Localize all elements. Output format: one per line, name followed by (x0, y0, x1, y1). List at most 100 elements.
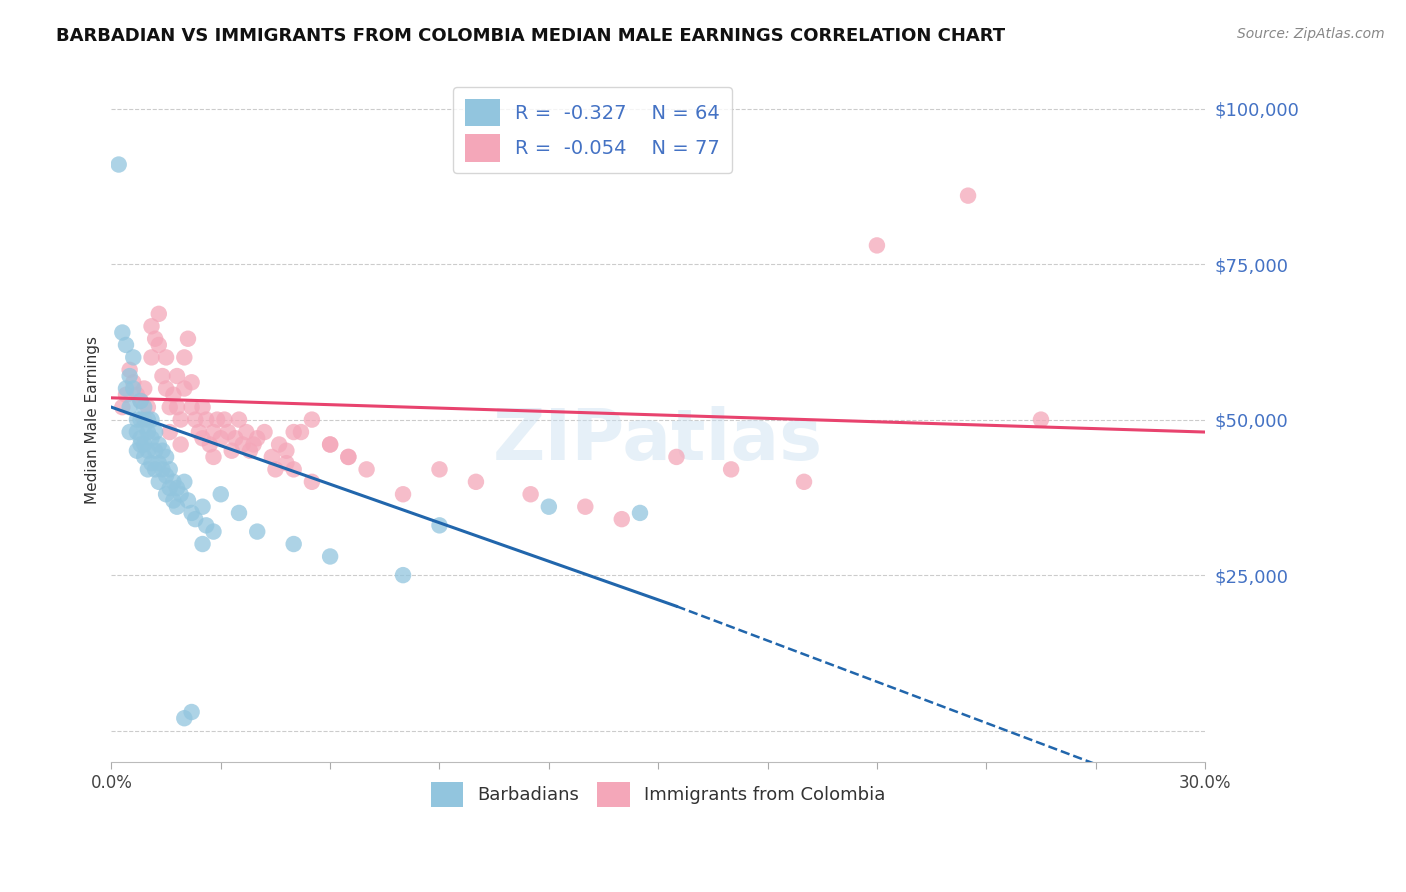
Point (136, 443, 159, 458)
Point (143, 332, 166, 346)
Point (866, 238, 889, 252)
Point (134, 437, 156, 451)
Point (125, 412, 148, 426)
Point (957, 188, 980, 202)
Point (118, 425, 141, 439)
Point (283, 537, 305, 551)
Point (143, 443, 166, 458)
Point (134, 418, 156, 433)
Point (246, 431, 269, 445)
Point (319, 549, 342, 564)
Point (170, 437, 193, 451)
Point (209, 487, 232, 501)
Point (148, 338, 170, 352)
Point (301, 412, 323, 426)
Point (129, 437, 152, 451)
Point (191, 537, 214, 551)
Point (159, 462, 181, 476)
Point (155, 450, 177, 464)
Legend: Barbadians, Immigrants from Colombia: Barbadians, Immigrants from Colombia (423, 774, 893, 814)
Point (129, 412, 152, 426)
Point (235, 425, 257, 439)
Point (173, 711, 195, 725)
Point (115, 388, 138, 402)
Point (191, 431, 214, 445)
Point (173, 382, 195, 396)
Point (392, 568, 415, 582)
Point (246, 524, 269, 539)
Point (134, 400, 156, 414)
Point (224, 431, 246, 445)
Point (155, 487, 177, 501)
Point (122, 382, 145, 396)
Point (191, 400, 214, 414)
Point (198, 437, 221, 451)
Point (134, 412, 156, 426)
Point (155, 468, 177, 483)
Point (184, 412, 207, 426)
Point (134, 450, 156, 464)
Point (180, 376, 202, 390)
Point (111, 400, 134, 414)
Point (134, 382, 156, 396)
Point (118, 369, 141, 384)
Point (301, 475, 323, 489)
Point (283, 425, 305, 439)
Point (1029, 412, 1052, 426)
Point (628, 506, 651, 520)
Point (610, 512, 633, 526)
Point (136, 425, 159, 439)
Point (177, 493, 200, 508)
Point (166, 481, 188, 495)
Point (118, 400, 141, 414)
Y-axis label: Median Male Earnings: Median Male Earnings (86, 335, 100, 504)
Point (166, 500, 188, 514)
Point (195, 412, 218, 426)
Point (429, 518, 451, 533)
Point (228, 412, 250, 426)
Point (221, 443, 243, 458)
Point (166, 369, 188, 384)
Point (356, 462, 378, 476)
Point (148, 456, 170, 470)
Point (170, 487, 193, 501)
Point (187, 425, 209, 439)
Point (665, 450, 688, 464)
Point (159, 400, 181, 414)
Point (392, 487, 415, 501)
Point (141, 412, 163, 426)
Point (209, 431, 232, 445)
Point (214, 412, 236, 426)
Point (136, 400, 159, 414)
Point (232, 437, 254, 451)
Point (337, 450, 360, 464)
Point (155, 382, 177, 396)
Point (148, 437, 170, 451)
Point (162, 475, 184, 489)
Point (195, 518, 218, 533)
Point (519, 487, 541, 501)
Point (141, 319, 163, 334)
Point (202, 450, 225, 464)
Point (574, 500, 596, 514)
Point (283, 462, 305, 476)
Point (793, 475, 815, 489)
Point (202, 425, 225, 439)
Text: BARBADIAN VS IMMIGRANTS FROM COLOMBIA MEDIAN MALE EARNINGS CORRELATION CHART: BARBADIAN VS IMMIGRANTS FROM COLOMBIA ME… (56, 27, 1005, 45)
Point (125, 443, 148, 458)
Point (136, 462, 159, 476)
Point (290, 425, 312, 439)
Point (122, 376, 145, 390)
Point (429, 462, 451, 476)
Point (159, 481, 181, 495)
Point (148, 307, 170, 321)
Point (111, 326, 134, 340)
Point (205, 412, 228, 426)
Point (217, 425, 239, 439)
Point (337, 450, 360, 464)
Point (115, 338, 138, 352)
Point (125, 388, 148, 402)
Point (143, 425, 166, 439)
Point (162, 388, 184, 402)
Point (239, 443, 262, 458)
